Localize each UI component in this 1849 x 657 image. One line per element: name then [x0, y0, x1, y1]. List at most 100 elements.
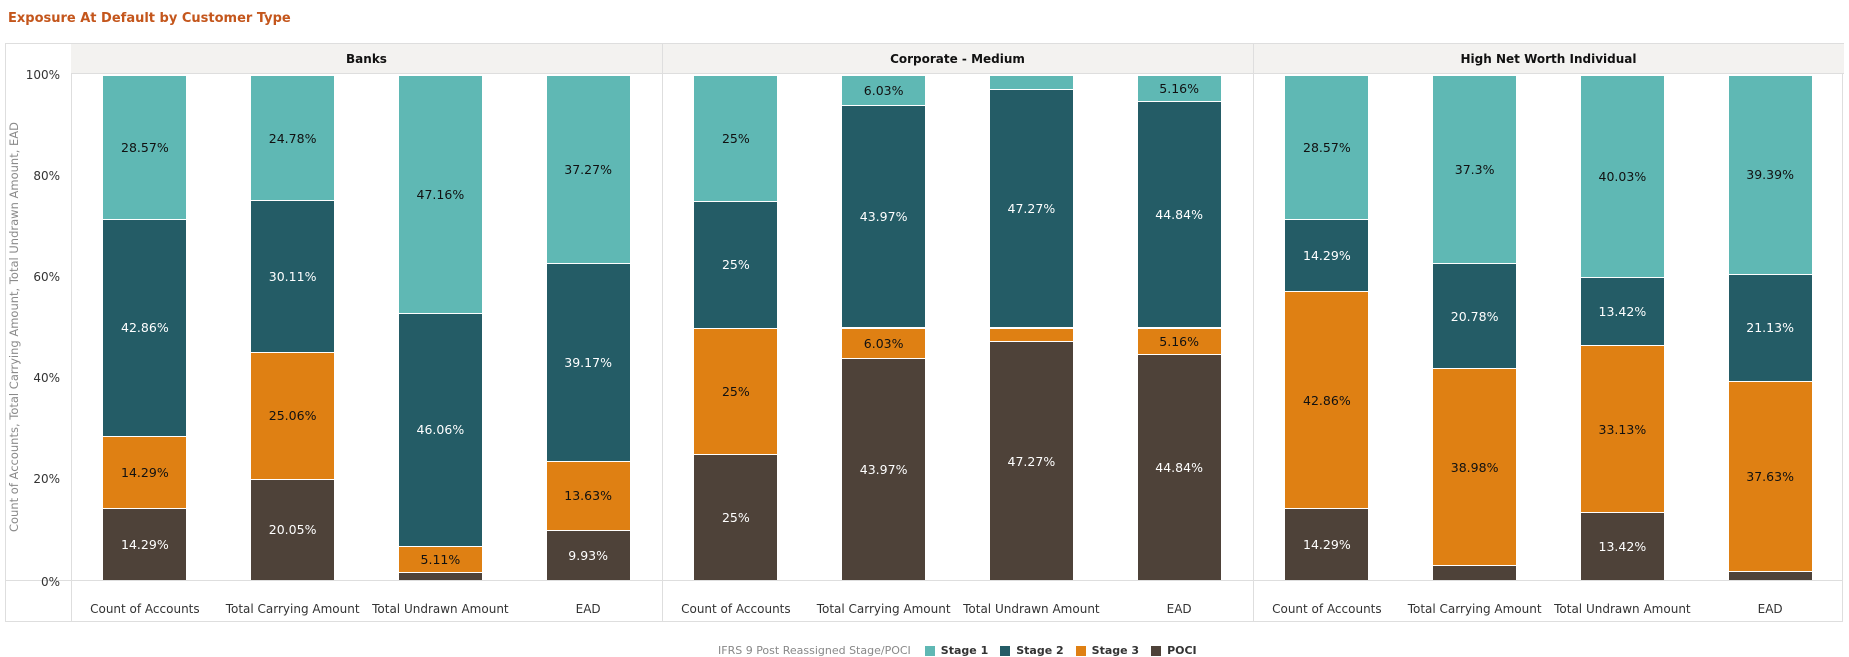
- bar-segment-poci: 25%: [694, 453, 778, 580]
- bar-segment-poci: 14.29%: [103, 507, 187, 580]
- bar-segment-poci: 9.93%: [546, 529, 630, 580]
- legend-label: Stage 2: [1016, 644, 1064, 657]
- data-label: 13.42%: [1598, 304, 1647, 320]
- bar-segment-poci: 20.05%: [251, 478, 335, 580]
- bar-segment-stage-1: 40.03%: [1580, 75, 1664, 278]
- data-label: 38.98%: [1450, 459, 1499, 475]
- bar-segment-poci: 43.97%: [842, 357, 926, 580]
- bar-segment-stage-2: 20.78%: [1433, 263, 1517, 369]
- panel-header: Corporate - Medium: [662, 43, 1253, 74]
- x-tick-label: EAD: [1757, 602, 1783, 616]
- bar-segment-stage-1: 28.57%: [103, 74, 187, 220]
- legend-item[interactable]: Stage 1: [924, 644, 989, 657]
- data-label: 25%: [721, 509, 750, 525]
- bar-segment-stage-3: 33.13%: [1580, 344, 1664, 513]
- y-tick-label: 80%: [33, 169, 60, 183]
- bar-segment-stage-1: 37.3%: [1433, 75, 1517, 264]
- x-tick-label: Total Undrawn Amount: [963, 602, 1100, 616]
- data-label: 30.11%: [268, 269, 317, 285]
- data-label: 33.13%: [1598, 421, 1647, 437]
- data-label: 14.29%: [1303, 248, 1351, 264]
- bar-segment-poci: [1728, 570, 1812, 580]
- x-tick-label: EAD: [575, 602, 601, 616]
- legend-label: Stage 3: [1091, 644, 1140, 657]
- data-label: 13.63%: [564, 488, 612, 504]
- data-label: 46.06%: [416, 422, 465, 438]
- bar-segment-poci: [1433, 565, 1517, 580]
- x-tick-label: Count of Accounts: [681, 602, 791, 616]
- data-label: 25.06%: [268, 408, 317, 424]
- x-axis-line: [5, 580, 1843, 581]
- bar-segment-stage-1: 24.78%: [251, 75, 335, 201]
- y-tick-label: 40%: [33, 371, 60, 385]
- data-label: 14.29%: [121, 464, 169, 480]
- x-tick-label: Total Carrying Amount: [1407, 602, 1542, 616]
- x-tick-label: Count of Accounts: [1272, 602, 1382, 616]
- data-label: 28.57%: [121, 140, 169, 156]
- panel-header: Banks: [71, 43, 662, 74]
- bar-segment-stage-1: 37.27%: [546, 75, 630, 264]
- legend-item[interactable]: POCI: [1151, 644, 1197, 657]
- bar-segment-stage-1: 6.03%: [842, 75, 926, 106]
- bar-segment-poci: 14.29%: [1285, 507, 1369, 580]
- bar-segment-stage-2: 21.13%: [1728, 273, 1812, 381]
- bar-segment-poci: 13.42%: [1580, 512, 1664, 580]
- data-label: 6.03%: [863, 335, 904, 351]
- bar-segment-stage-2: 42.86%: [103, 219, 187, 436]
- x-tick-label: Total Carrying Amount: [225, 602, 360, 616]
- bar-segment-stage-1: 39.39%: [1728, 75, 1812, 274]
- data-label: 47.27%: [1007, 201, 1056, 217]
- data-label: 14.29%: [121, 536, 169, 552]
- data-label: 44.84%: [1155, 207, 1203, 223]
- bar-segment-stage-2: 14.29%: [1285, 219, 1369, 292]
- bar-segment-stage-3: 14.29%: [103, 435, 187, 508]
- x-tick-label: EAD: [1166, 602, 1192, 616]
- y-tick-label: 100%: [25, 68, 60, 82]
- data-label: 47.27%: [1007, 453, 1056, 469]
- bar-segment-stage-1: 28.57%: [1285, 74, 1369, 220]
- data-label: 13.42%: [1598, 539, 1647, 555]
- legend-item[interactable]: Stage 3: [1075, 644, 1140, 657]
- y-tick-label: 60%: [33, 270, 60, 284]
- data-label: 43.97%: [859, 461, 908, 477]
- bar-segment-stage-3: 25%: [694, 327, 778, 454]
- legend-title: IFRS 9 Post Reassigned Stage/POCI: [718, 644, 911, 657]
- data-label: 42.86%: [121, 320, 169, 336]
- legend-swatch: [1151, 645, 1162, 656]
- data-label: 25%: [721, 257, 750, 273]
- bar-segment-stage-3: 37.63%: [1728, 380, 1812, 571]
- data-label: 37.63%: [1746, 468, 1794, 484]
- x-tick-label: Count of Accounts: [90, 602, 200, 616]
- bar-segment-stage-3: 5.16%: [1137, 327, 1221, 354]
- data-label: 37.3%: [1454, 162, 1495, 178]
- data-label: 39.17%: [564, 355, 612, 371]
- bar-segment-stage-2: 46.06%: [398, 313, 482, 546]
- data-label: 40.03%: [1598, 169, 1647, 185]
- panel-header: High Net Worth Individual: [1253, 43, 1844, 74]
- bar-segment-stage-2: 44.84%: [1137, 101, 1221, 328]
- bar-segment-stage-2: 43.97%: [842, 105, 926, 328]
- bar-segment-stage-3: 6.03%: [842, 327, 926, 358]
- y-tick-label: 20%: [33, 472, 60, 486]
- bar-segment-stage-1: 5.16%: [1137, 75, 1221, 102]
- legend-swatch: [924, 645, 935, 656]
- data-label: 25%: [721, 131, 750, 147]
- data-label: 42.86%: [1303, 392, 1351, 408]
- data-label: 9.93%: [568, 547, 608, 563]
- data-label: 43.97%: [859, 209, 908, 225]
- legend-item[interactable]: Stage 2: [1000, 644, 1064, 657]
- bar-segment-poci: 47.27%: [989, 341, 1073, 580]
- data-label: 5.11%: [420, 551, 461, 567]
- bar-segment-stage-3: 13.63%: [546, 461, 630, 530]
- bar-segment-stage-3: 25.06%: [251, 352, 335, 479]
- bar-segment-stage-3: 38.98%: [1433, 368, 1517, 566]
- legend-label: Stage 1: [940, 644, 989, 657]
- bar-segment-stage-2: 25%: [694, 201, 778, 328]
- bar-segment-stage-2: 47.27%: [989, 88, 1073, 328]
- y-tick-label: 0%: [40, 575, 60, 589]
- y-axis-label: Count of Accounts, Total Carrying Amount…: [7, 121, 21, 533]
- bar-segment-poci: 44.84%: [1137, 353, 1221, 580]
- bar-segment-stage-1: 47.16%: [398, 75, 482, 314]
- panel-divider: [662, 43, 663, 622]
- data-label: 14.29%: [1303, 536, 1351, 552]
